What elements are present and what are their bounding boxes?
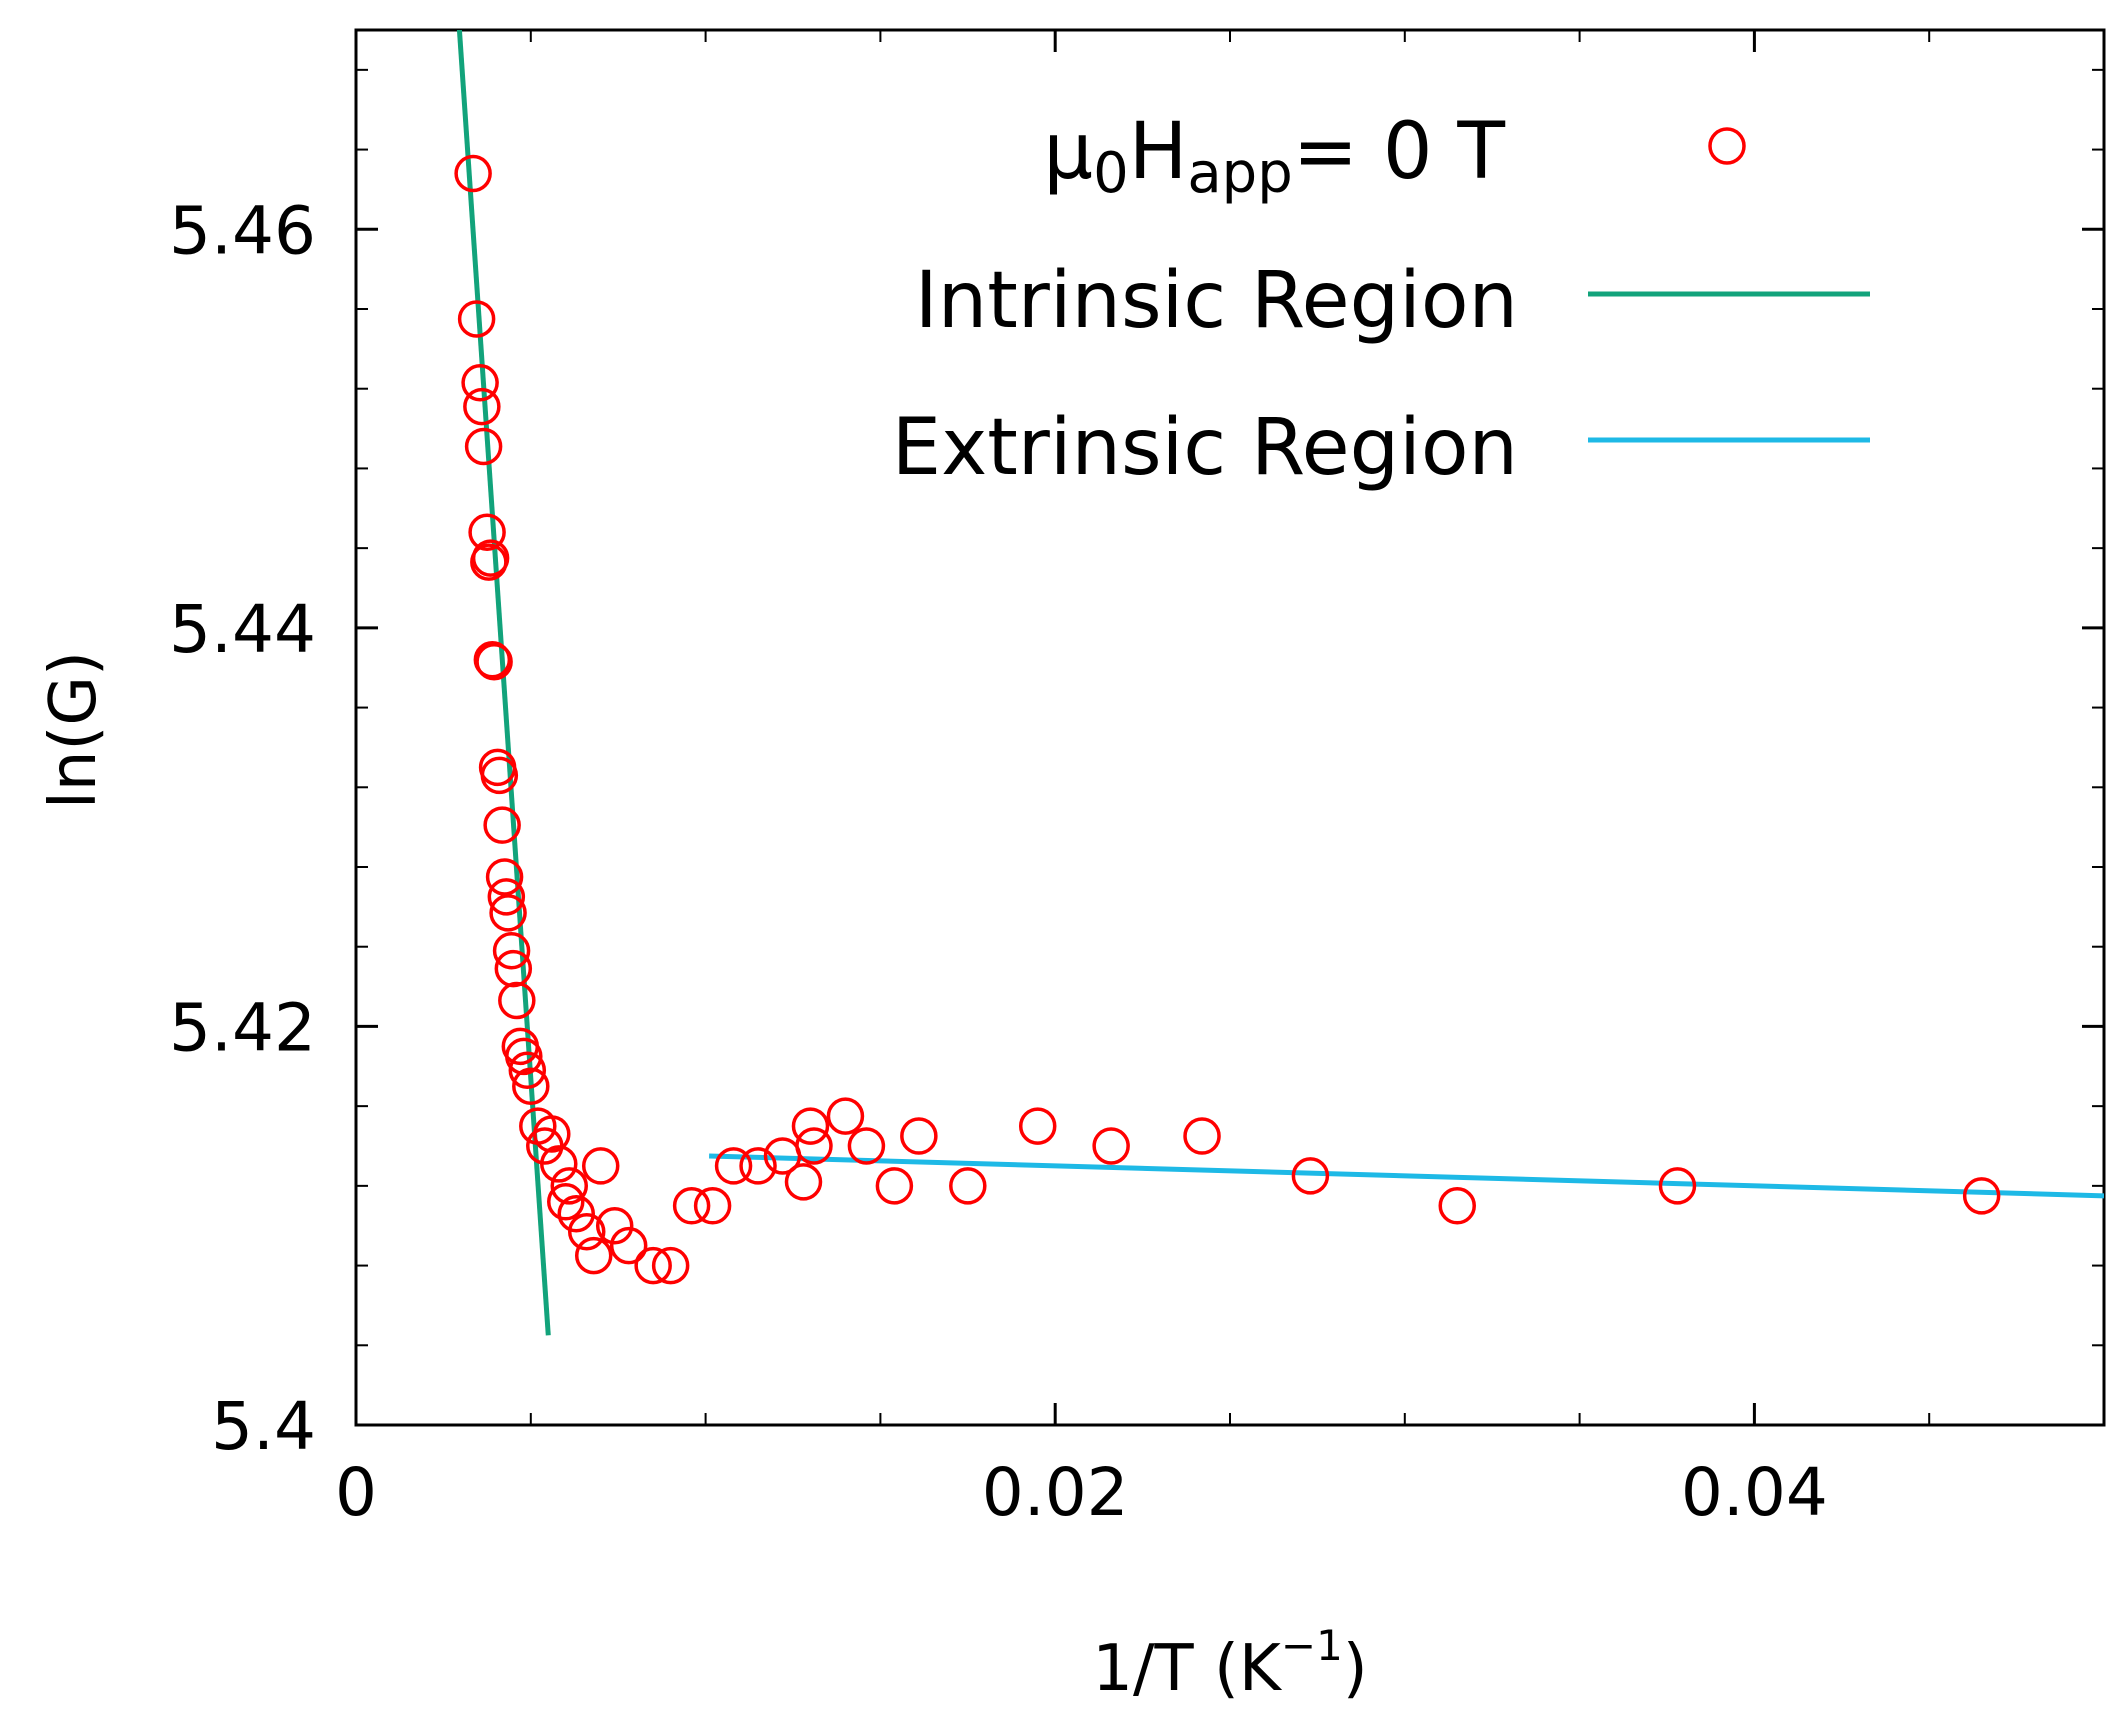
y-tick-label: 5.46 bbox=[169, 192, 316, 269]
data-point bbox=[784, 1163, 823, 1201]
data-point bbox=[508, 1051, 547, 1090]
legend-data-label-suffix: = 0 T bbox=[1293, 107, 1506, 197]
data-point bbox=[609, 1226, 648, 1265]
data-point bbox=[949, 1167, 987, 1205]
legend-data-label-sub2: app bbox=[1187, 141, 1292, 206]
y-tick-label: 5.4 bbox=[211, 1388, 316, 1465]
data-point bbox=[651, 1246, 690, 1285]
data-points bbox=[454, 154, 2001, 1285]
legend-data-label-sub1: 0 bbox=[1093, 141, 1129, 206]
y-tick-label: 5.42 bbox=[169, 989, 316, 1066]
data-point bbox=[463, 387, 501, 426]
legend-data-marker bbox=[1708, 127, 1746, 165]
data-point bbox=[492, 931, 531, 970]
data-point bbox=[468, 513, 506, 551]
data-point bbox=[1438, 1187, 1476, 1225]
data-point bbox=[512, 1067, 550, 1105]
legend-intrinsic-label: Intrinsic Region bbox=[915, 256, 1518, 346]
x-axis-title-superscript: −1 bbox=[1281, 1621, 1343, 1670]
axis-tick-labels: 0 0.02 0.04 5.4 5.42 5.44 5.46 bbox=[169, 192, 1828, 1531]
data-point bbox=[1092, 1127, 1130, 1165]
data-point bbox=[574, 1236, 613, 1275]
data-point bbox=[567, 1212, 606, 1251]
data-point bbox=[457, 300, 496, 338]
fit-lines bbox=[456, 30, 2104, 1336]
legend-data-label: μ0Happ= 0 T bbox=[1043, 107, 1505, 206]
data-point bbox=[900, 1117, 938, 1155]
data-point bbox=[547, 1183, 585, 1221]
data-point bbox=[487, 878, 526, 916]
data-point bbox=[581, 1147, 620, 1185]
data-point bbox=[464, 427, 503, 466]
y-axis-title: ln(G) bbox=[37, 651, 111, 809]
data-point bbox=[634, 1246, 672, 1285]
x-tick-label: 0.02 bbox=[982, 1454, 1129, 1531]
legend-data-label-prefix: μ bbox=[1043, 107, 1093, 197]
legend-extrinsic-label: Extrinsic Region bbox=[892, 403, 1518, 493]
x-axis-title-suffix: ) bbox=[1343, 1632, 1368, 1706]
data-point bbox=[1018, 1107, 1057, 1145]
data-point bbox=[1962, 1177, 2001, 1215]
data-point bbox=[485, 858, 524, 896]
extrinsic-fit-line bbox=[709, 1153, 2104, 1199]
x-tick-label: 0 bbox=[335, 1454, 377, 1531]
data-point bbox=[875, 1167, 914, 1205]
y-tick-label: 5.44 bbox=[169, 591, 316, 668]
data-point bbox=[489, 894, 527, 932]
x-tick-label: 0.04 bbox=[1681, 1454, 1828, 1531]
data-point bbox=[461, 363, 499, 402]
plot-area bbox=[354, 28, 2106, 1427]
data-point bbox=[1183, 1117, 1221, 1155]
data-point bbox=[1658, 1167, 1697, 1205]
data-point bbox=[550, 1167, 589, 1205]
data-point bbox=[540, 1145, 578, 1183]
data-point bbox=[557, 1195, 595, 1233]
data-point bbox=[1291, 1157, 1330, 1195]
data-point bbox=[480, 756, 519, 795]
legend: μ0Happ= 0 T Intrinsic Region Extrinsic R… bbox=[892, 107, 1870, 493]
intrinsic-fit-line bbox=[456, 30, 551, 1336]
x-axis-title-main: 1/T (K bbox=[1092, 1632, 1283, 1706]
data-point bbox=[483, 806, 521, 844]
data-point bbox=[795, 1127, 833, 1165]
legend-data-label-mid: H bbox=[1129, 107, 1188, 197]
data-point bbox=[471, 539, 510, 577]
data-point bbox=[595, 1206, 634, 1245]
data-point bbox=[475, 642, 513, 681]
data-point bbox=[739, 1147, 777, 1185]
axis-ticks bbox=[354, 30, 2104, 1427]
data-point bbox=[498, 981, 536, 1020]
data-point bbox=[847, 1127, 886, 1165]
data-point bbox=[533, 1115, 571, 1153]
data-point bbox=[791, 1107, 830, 1145]
data-point bbox=[826, 1097, 865, 1135]
data-point bbox=[714, 1147, 753, 1185]
data-point bbox=[672, 1187, 711, 1225]
data-point bbox=[693, 1187, 732, 1225]
data-point bbox=[454, 154, 492, 193]
data-point bbox=[505, 1037, 543, 1076]
x-axis-title: 1/T (K−1) bbox=[1092, 1621, 1368, 1706]
